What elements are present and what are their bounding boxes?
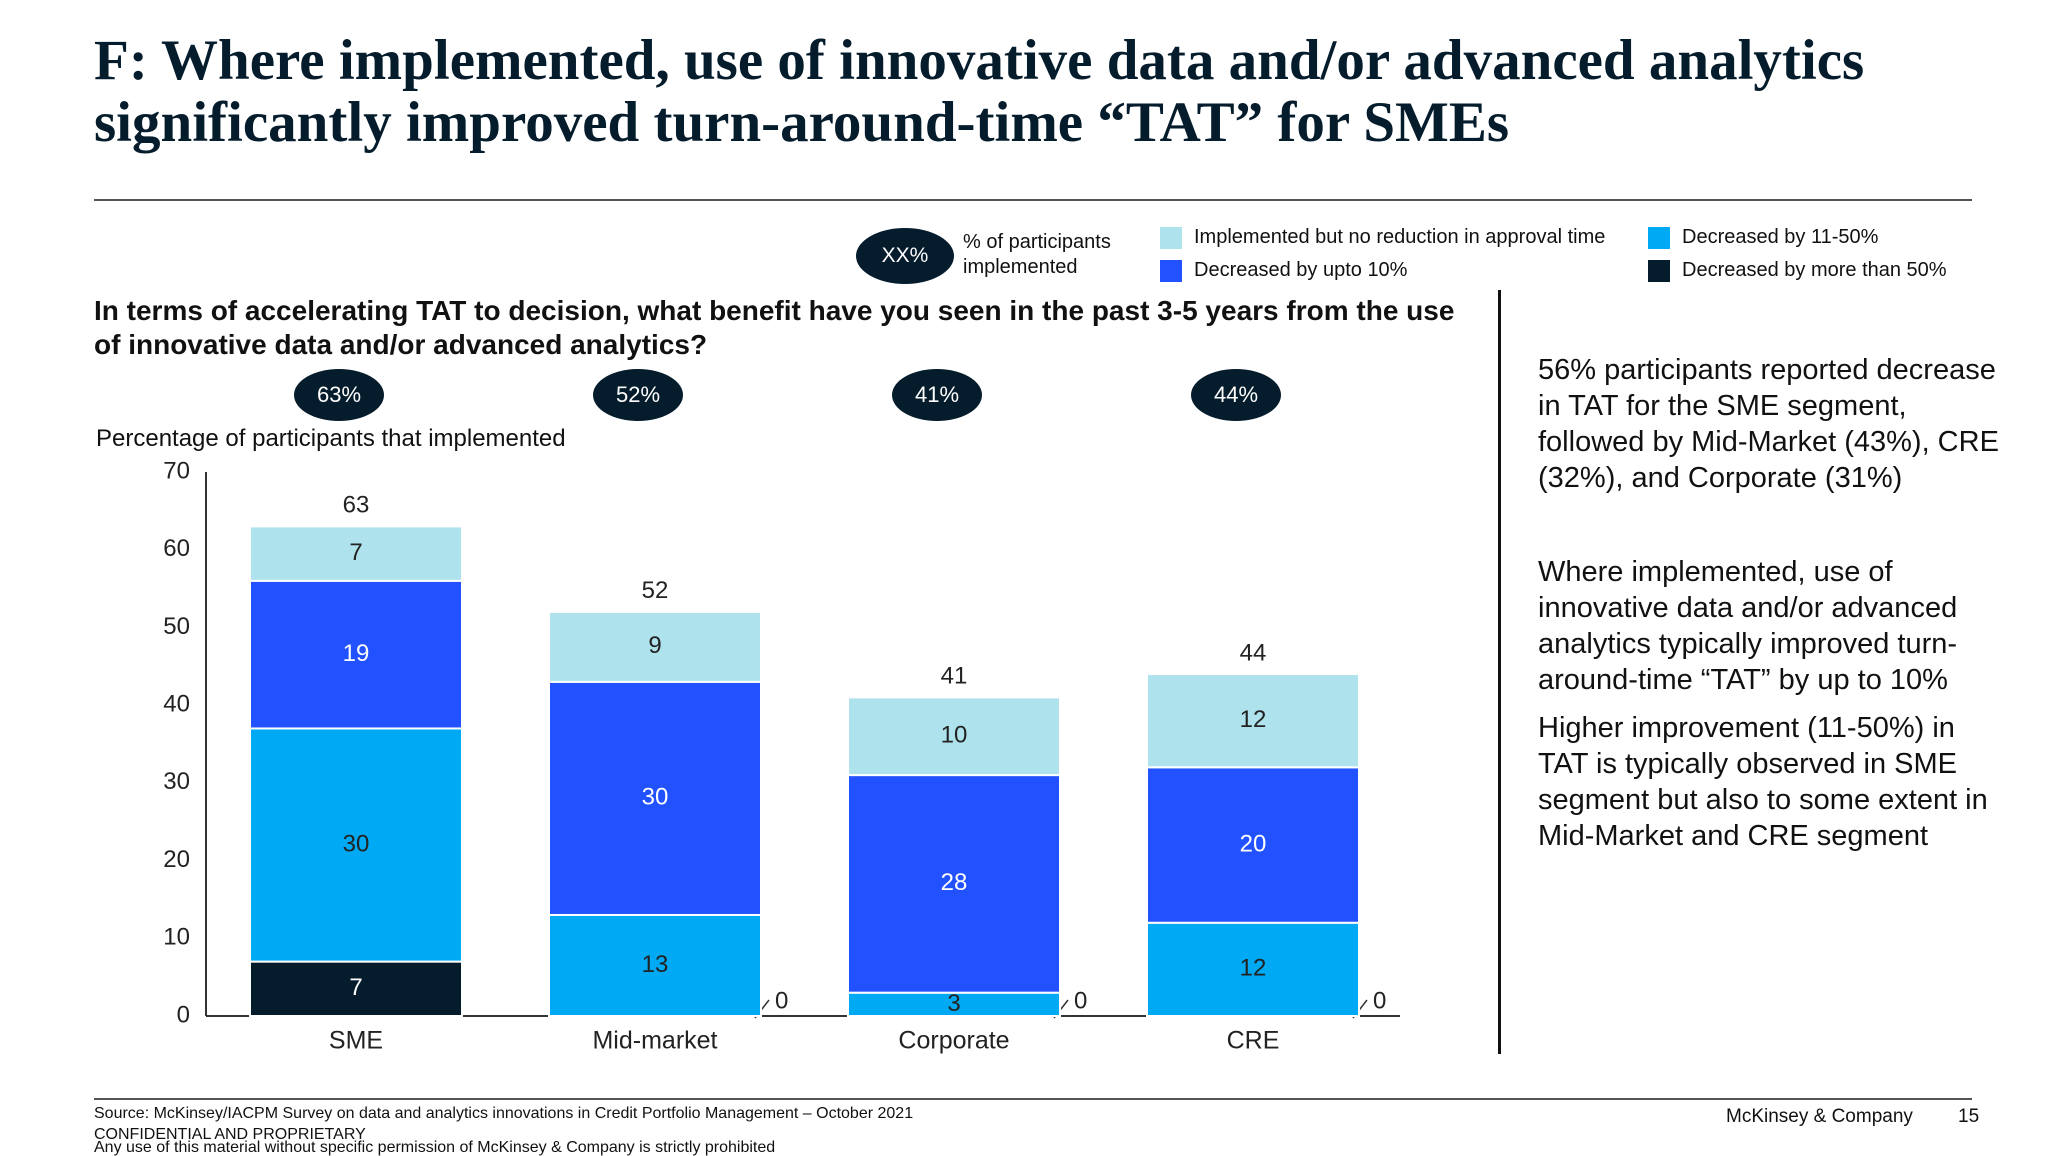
y-axis-title: Percentage of participants that implemen… xyxy=(96,425,566,452)
bar-segment xyxy=(1146,921,1360,1017)
bar-segment xyxy=(1146,766,1360,924)
data-label-zero: 0 xyxy=(1074,987,1087,1014)
data-label: 3 xyxy=(947,990,960,1017)
implemented-pill-cre: 44% xyxy=(1191,369,1281,421)
legend-item-over-50: Decreased by more than 50% xyxy=(1648,259,1947,282)
vertical-divider xyxy=(1498,290,1501,1054)
data-label: 28 xyxy=(941,869,968,896)
bar-segment xyxy=(249,727,463,963)
implemented-pill-sme: 63% xyxy=(294,369,384,421)
data-label-zero: 0 xyxy=(775,987,788,1014)
data-label: 7 xyxy=(349,539,362,566)
legend-label: Implemented but no reduction in approval… xyxy=(1194,226,1606,248)
callout-higher-improvement: Higher improvement (11-50%) in TAT is ty… xyxy=(1538,712,1988,852)
legend-label: Decreased by more than 50% xyxy=(1682,259,1947,281)
legend-key-badge: XX% xyxy=(856,228,954,284)
title-divider xyxy=(94,199,1972,201)
bar-segment xyxy=(548,610,762,683)
y-tick-label: 10 xyxy=(163,924,190,951)
data-label: 13 xyxy=(642,951,669,978)
x-tick-label: SME xyxy=(329,1027,383,1055)
data-label: 12 xyxy=(1240,955,1267,982)
y-tick-label: 30 xyxy=(163,768,190,795)
page-number: 15 xyxy=(1958,1106,1980,1127)
callout-upto-10: Where implemented, use of innovative dat… xyxy=(1538,556,1958,696)
data-label-zero: 0 xyxy=(1373,987,1386,1014)
total-label: 63 xyxy=(343,492,370,519)
total-label: 52 xyxy=(642,577,669,604)
legend-item-no-reduction: Implemented but no reduction in approval… xyxy=(1160,226,1605,249)
legend-swatch xyxy=(1160,259,1182,282)
implemented-pill-mid-market: 52% xyxy=(593,369,683,421)
callout-sme-decrease: 56% participants reported decrease in TA… xyxy=(1538,354,1999,494)
y-tick-label: 60 xyxy=(163,535,190,562)
stacked-bar-chart: 01020304050607073019763SME01330952Mid-ma… xyxy=(163,457,1400,1055)
legend-label: Decreased by upto 10% xyxy=(1194,259,1408,281)
legend-item-11-50: Decreased by 11-50% xyxy=(1648,226,1878,249)
y-tick-label: 50 xyxy=(163,613,190,640)
bar-segment xyxy=(847,696,1061,777)
y-tick-label: 70 xyxy=(163,457,190,484)
legend-swatch xyxy=(1160,226,1182,249)
data-label: 20 xyxy=(1240,830,1267,857)
x-tick-label: Mid-market xyxy=(592,1027,717,1055)
total-label: 41 xyxy=(941,663,968,690)
footer-divider xyxy=(94,1098,1972,1100)
x-tick-label: CRE xyxy=(1227,1027,1280,1055)
x-tick-label: Corporate xyxy=(898,1027,1009,1055)
footer-notice: Any use of this material without specifi… xyxy=(94,1139,776,1156)
legend-key-text: % of participants implemented xyxy=(963,231,1111,278)
bar-segment xyxy=(847,774,1061,994)
footer-source: Source: McKinsey/IACPM Survey on data an… xyxy=(94,1105,914,1122)
bar-segment xyxy=(548,913,762,1018)
data-label: 10 xyxy=(941,722,968,749)
y-tick-label: 0 xyxy=(177,1001,190,1028)
data-label: 9 xyxy=(648,632,661,659)
survey-question: In terms of accelerating TAT to decision… xyxy=(94,295,1455,360)
legend-swatch xyxy=(1648,259,1670,282)
bar-segment xyxy=(1146,673,1360,769)
y-tick-label: 40 xyxy=(163,690,190,717)
data-label: 12 xyxy=(1240,706,1267,733)
page-title: F: Where implemented, use of innovative … xyxy=(94,29,1865,154)
data-label: 7 xyxy=(349,974,362,1001)
data-label: 19 xyxy=(343,640,370,667)
footer-company: McKinsey & Company xyxy=(1726,1106,1913,1127)
footer-confidential: CONFIDENTIAL AND PROPRIETARY xyxy=(94,1126,366,1143)
implemented-pill-corporate: 41% xyxy=(892,369,982,421)
bar-segment xyxy=(249,525,463,582)
y-tick-label: 20 xyxy=(163,846,190,873)
data-label: 30 xyxy=(642,784,669,811)
bar-segment xyxy=(249,960,463,1017)
bar-segment xyxy=(548,680,762,916)
legend-item-upto-10: Decreased by upto 10% xyxy=(1160,259,1407,282)
total-label: 44 xyxy=(1240,639,1267,666)
bar-segment xyxy=(249,579,463,730)
legend-swatch xyxy=(1648,226,1670,249)
legend-label: Decreased by 11-50% xyxy=(1682,226,1879,248)
data-label: 30 xyxy=(343,830,370,857)
